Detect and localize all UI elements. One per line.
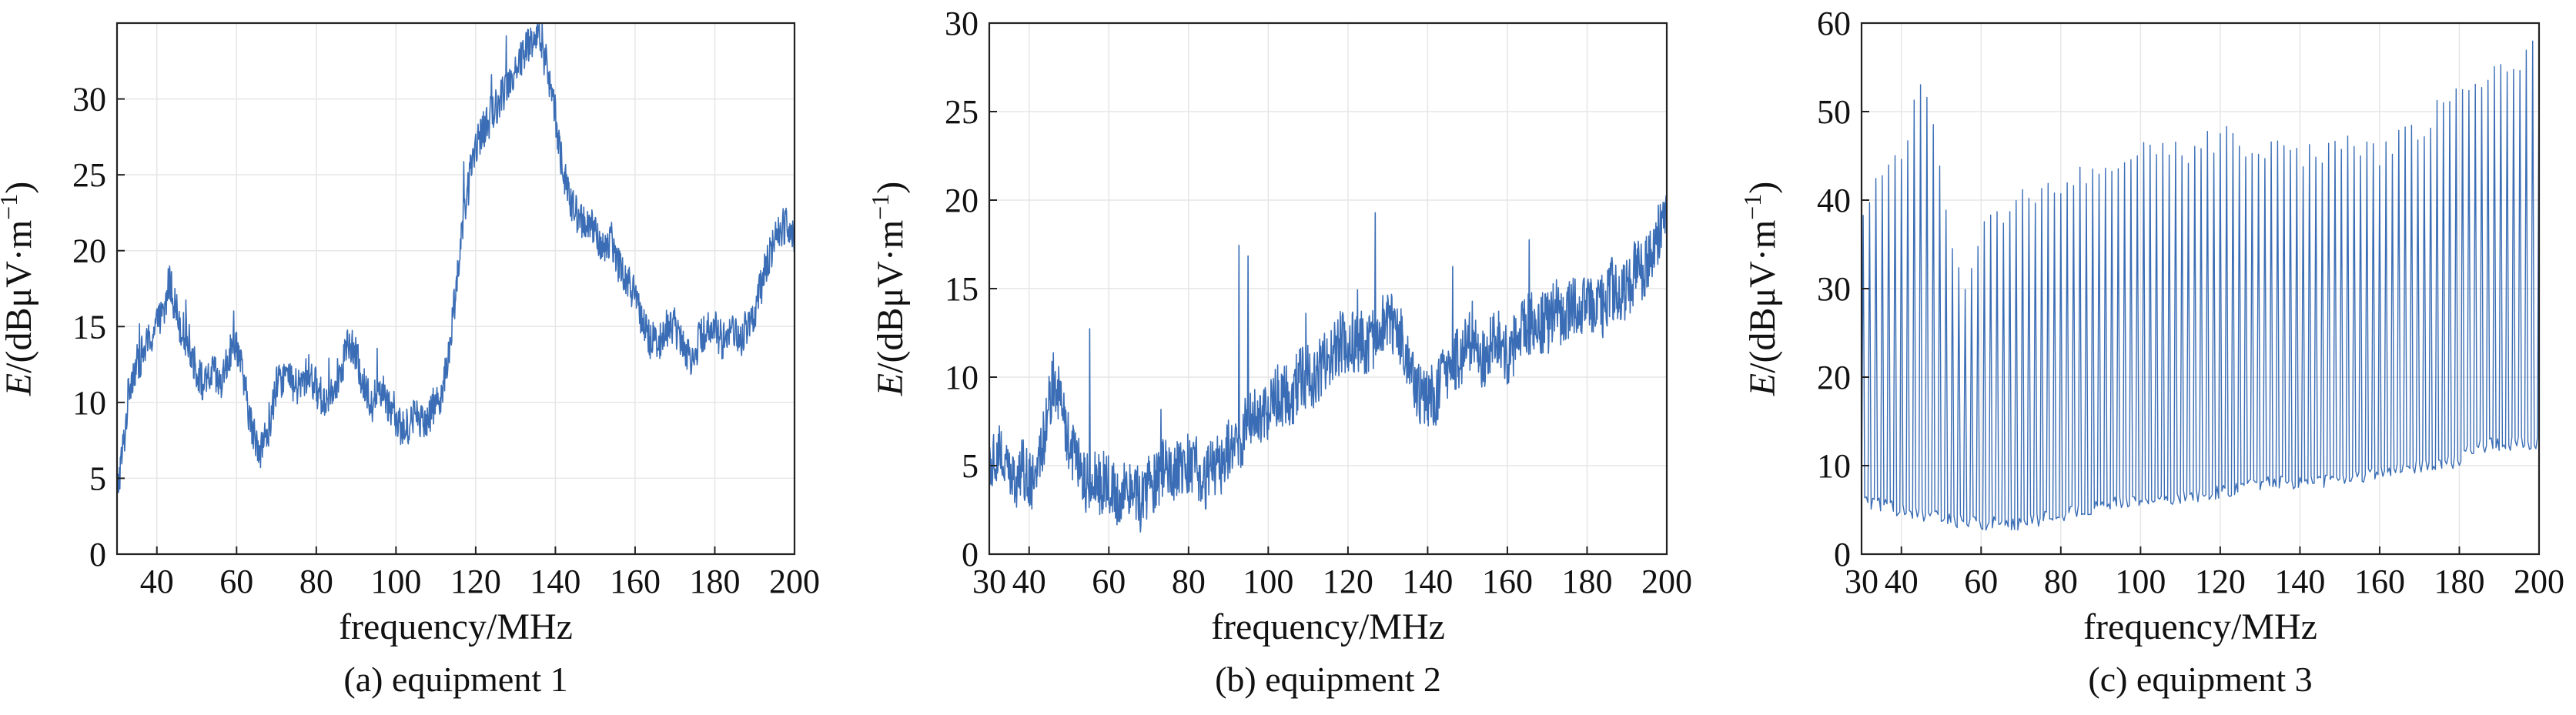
x-tick-label: 80 [299,563,333,600]
x-tick-label: 40 [1012,563,1046,600]
y-tick-label: 60 [1817,5,1851,42]
x-tick-label: 160 [610,563,661,600]
x-tick-label: 100 [370,563,421,600]
y-tick-label: 5 [962,447,979,485]
x-tick-label: 30 [1845,563,1878,600]
x-tick-label: 60 [219,563,253,600]
y-tick-label: 10 [72,384,106,422]
x-tick-label: 180 [2434,563,2484,600]
y-tick-label: 30 [945,5,979,42]
y-tick-label: 15 [945,270,979,308]
x-tick-label: 120 [1323,563,1373,600]
panel-caption: (a) equipment 1 [343,660,567,699]
y-axis-label-symbol: E [1742,373,1783,396]
x-tick-label: 30 [972,563,1006,600]
x-tick-label: 100 [1243,563,1293,600]
y-axis-label-close: ) [0,182,39,194]
y-axis-label: E/(dBμV·m−1) [866,182,911,396]
x-tick-label: 140 [530,563,580,600]
y-tick-label: 20 [72,232,106,270]
y-axis-label-close: ) [1742,182,1783,194]
y-tick-label: 0 [962,536,979,573]
panel-caption: (c) equipment 3 [2088,660,2312,699]
x-tick-label: 120 [2195,563,2246,600]
x-tick-label: 80 [1172,563,1206,600]
y-tick-label: 30 [1817,270,1851,308]
y-tick-label: 5 [89,459,106,497]
x-axis-label: frequency/MHz [339,606,573,647]
y-axis-label-unit: /(dBμV·m [0,220,39,373]
y-axis-label-exponent: −1 [1738,194,1766,220]
y-tick-label: 0 [89,536,106,573]
y-axis-label-exponent: −1 [866,194,894,220]
y-tick-label: 30 [72,81,106,119]
y-tick-label: 10 [1817,447,1851,485]
y-axis-label-unit: /(dBμV·m [870,220,911,373]
x-tick-label: 160 [2354,563,2405,600]
y-tick-label: 50 [1817,93,1851,131]
x-tick-label: 180 [689,563,740,600]
y-tick-label: 0 [1834,536,1851,573]
series-line-spikes [1862,40,2539,531]
x-tick-label: 200 [769,563,820,600]
y-axis-label-exponent: −1 [0,194,22,220]
x-tick-label: 60 [1964,563,1998,600]
y-tick-label: 25 [945,93,979,131]
y-tick-label: 20 [1817,359,1851,396]
y-axis-label-unit: /(dBμV·m [1742,220,1783,373]
series-line-equipment-1 [117,23,795,493]
panel-equipment-3: 30 40 60 80 100 120 140 160 180 2000102030405060f… [1738,5,2564,699]
x-tick-label: 60 [1092,563,1126,600]
x-tick-label: 160 [1482,563,1533,600]
y-tick-label: 15 [72,308,106,346]
y-axis-label-close: ) [870,182,911,194]
x-tick-label: 140 [1402,563,1453,600]
x-tick-label: 200 [2514,563,2564,600]
panel-equipment-1: 40 60 80 100 120 140 160 180 200 0 5 10 15 20 25 30 freq… [0,22,820,699]
x-axis-label: frequency/MHz [1211,606,1445,647]
y-tick-label: 20 [945,182,979,219]
panel-caption: (b) equipment 2 [1215,660,1441,699]
axes-frame [115,22,796,556]
y-axis-label-symbol: E [0,373,39,396]
series-line-equipment-2 [989,195,1667,533]
y-axis-label-symbol: E [870,373,911,396]
x-tick-label: 40 [140,563,174,600]
x-tick-label: 200 [1641,563,1692,600]
x-tick-label: 180 [1561,563,1612,600]
y-tick-label: 40 [1817,182,1851,219]
x-tick-label: 40 [1885,563,1919,600]
y-axis-label: E/(dBμV·m−1) [1738,182,1783,396]
x-tick-label: 80 [2044,563,2078,600]
panel-equipment-2: 30 40 60 80 100 120 140 160 180 200051015202530fr… [866,5,1692,699]
x-tick-label: 120 [450,563,501,600]
x-tick-label: 140 [2274,563,2325,600]
x-tick-label: 100 [2115,563,2166,600]
x-axis-label: frequency/MHz [2083,606,2317,647]
y-axis-label: E/(dBμV·m−1) [0,182,39,396]
y-tick-label: 10 [945,359,979,396]
y-tick-label: 25 [72,156,106,194]
